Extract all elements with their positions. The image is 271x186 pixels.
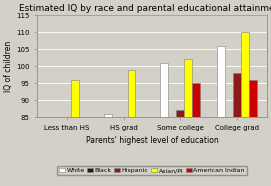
X-axis label: Parents' highest level of education: Parents' highest level of education xyxy=(86,136,218,145)
Bar xyxy=(233,73,241,117)
Bar xyxy=(192,83,200,117)
Bar xyxy=(176,110,184,117)
Bar xyxy=(79,117,86,138)
Bar xyxy=(169,117,176,121)
Bar xyxy=(136,117,143,124)
Bar xyxy=(249,80,257,117)
Bar xyxy=(241,32,249,117)
Bar xyxy=(63,117,71,131)
Bar xyxy=(184,60,192,117)
Bar xyxy=(127,70,136,117)
Bar xyxy=(55,117,63,148)
Y-axis label: IQ of children: IQ of children xyxy=(4,41,13,92)
Bar xyxy=(71,80,79,117)
Bar xyxy=(120,117,127,124)
Bar xyxy=(104,114,112,117)
Bar xyxy=(47,117,55,124)
Bar xyxy=(225,117,233,124)
Bar xyxy=(112,117,120,148)
Bar xyxy=(160,63,169,117)
Title: Estimated IQ by race and parental educational attainment: Estimated IQ by race and parental educat… xyxy=(20,4,271,13)
Legend: White, Black, Hispanic, Asian/PI, American Indian: White, Black, Hispanic, Asian/PI, Americ… xyxy=(57,166,247,175)
Bar xyxy=(217,46,225,117)
